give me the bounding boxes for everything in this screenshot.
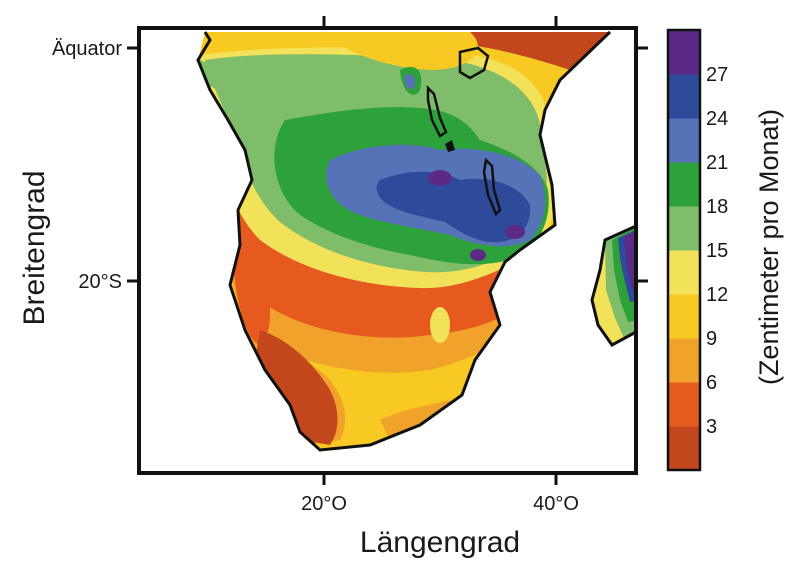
colorbar-tick-label: 12 bbox=[706, 284, 728, 306]
lake-victoria bbox=[458, 46, 490, 80]
colorbar-tick-label: 9 bbox=[706, 328, 717, 350]
y-tick-label-20s: 20°S bbox=[78, 271, 122, 293]
colorbar-tick-label: 24 bbox=[706, 108, 728, 130]
y-axis-title: Breitengrad bbox=[18, 170, 51, 325]
madagascar-precipitation bbox=[590, 224, 636, 347]
colorbar-frame bbox=[666, 28, 702, 472]
colorbar-bin bbox=[668, 162, 700, 207]
coastline-outline bbox=[196, 30, 612, 452]
colorbar-tick-label: 18 bbox=[706, 196, 728, 218]
y-tick-label-equator: Äquator bbox=[52, 38, 122, 60]
colorbar-bin bbox=[668, 338, 700, 383]
colorbar-bin bbox=[668, 118, 700, 163]
x-tick-label-40: 40°O bbox=[533, 493, 579, 515]
lake-mweru bbox=[445, 140, 455, 152]
colorbar-tick-label: 21 bbox=[706, 152, 728, 174]
x-axis-title: Längengrad bbox=[360, 526, 520, 559]
colorbar-bin bbox=[668, 250, 700, 295]
lake-malawi bbox=[482, 157, 502, 217]
colorbar-bin bbox=[668, 74, 700, 119]
map-frame bbox=[137, 26, 638, 475]
colorbar-bin bbox=[668, 426, 700, 471]
colorbar-title: (Zentimeter pro Monat) bbox=[754, 109, 784, 385]
axis-ticks bbox=[127, 16, 648, 485]
colorbar-tick-label: 6 bbox=[706, 372, 717, 394]
colorbar-bin bbox=[668, 382, 700, 427]
colorbar-tick-label: 3 bbox=[706, 416, 717, 438]
lake-tanganyika bbox=[426, 84, 448, 138]
colorbar-bin bbox=[668, 294, 700, 339]
colorbar-tick-label: 15 bbox=[706, 240, 728, 262]
x-tick-label-20: 20°O bbox=[301, 493, 347, 515]
colorbar-bin bbox=[668, 30, 700, 75]
colorbar: 3 6 9 12 15 18 21 24 27 bbox=[666, 28, 728, 472]
colorbar-bin bbox=[668, 206, 700, 251]
colorbar-tick-label: 27 bbox=[706, 64, 728, 86]
